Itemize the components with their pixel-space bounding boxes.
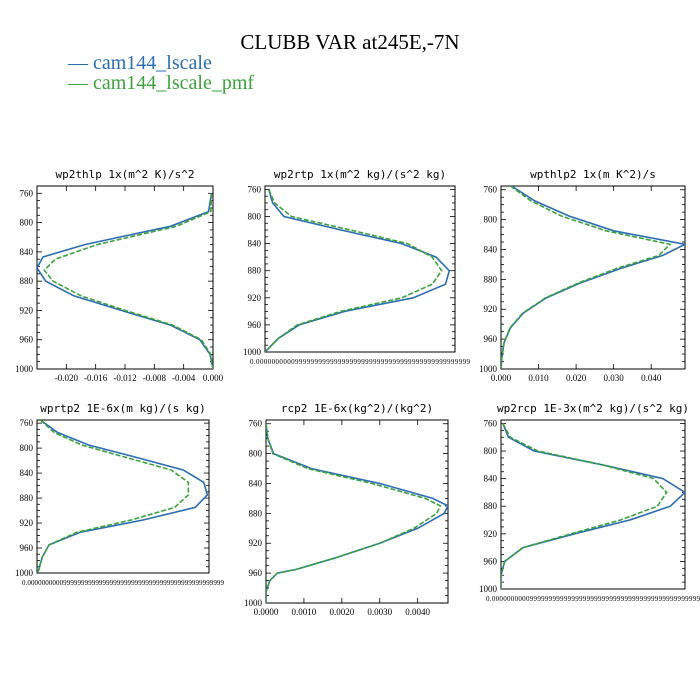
- panel-0: wp2thlp 1x(m^2 K)/s^2 760 800 840 880 920 960 1…: [15, 168, 224, 383]
- y-tick-label: 1000: [243, 347, 262, 357]
- y-tick-label: 960: [20, 543, 34, 553]
- y-tick-label: 880: [484, 501, 498, 511]
- y-tick-label: 960: [20, 335, 34, 345]
- panel-5: wp2rcp 1E-3x(m^2 kg)/(s^2 kg) 760 800 840 88…: [479, 402, 700, 603]
- y-tick-label: 840: [248, 239, 262, 249]
- plot-frame: [265, 419, 449, 604]
- y-tick-label: 800: [20, 218, 34, 228]
- x-tick-label: -0.016: [84, 373, 108, 383]
- series-line-lscale: [266, 423, 448, 603]
- x-tick-label: 0.0000: [254, 607, 279, 617]
- x-tick-label: -0.020: [55, 373, 79, 383]
- y-tick-label: 960: [484, 556, 498, 566]
- y-tick-label: 880: [20, 493, 34, 503]
- y-tick-label: 920: [484, 304, 498, 314]
- x-tick-label: 0.0020: [329, 607, 354, 617]
- y-tick-label: 880: [248, 266, 262, 276]
- x-tick-label: 0.030: [604, 373, 625, 383]
- y-tick-label: 840: [20, 468, 34, 478]
- panel-title: rcp2 1E-6x(kg^2)/(kg^2): [281, 402, 433, 415]
- series-line-lscale-pmf: [266, 423, 442, 603]
- panel-1: wp2rtp 1x(m^2 kg)/(s^2 kg) 760 800 840 880 92…: [243, 168, 471, 366]
- panel-title: wp2rcp 1E-3x(m^2 kg)/(s^2 kg): [497, 402, 689, 415]
- panel-title: wp2thlp 1x(m^2 K)/s^2: [55, 168, 194, 181]
- y-tick-label: 800: [20, 443, 34, 453]
- x-tick-label: 0.000: [203, 373, 224, 383]
- x-tick-label: 0.000: [491, 373, 512, 383]
- y-tick-label: 1000: [15, 568, 34, 578]
- x-tick-label: 0.040: [641, 373, 662, 383]
- y-tick-label: 840: [484, 244, 498, 254]
- y-tick-label: 760: [20, 418, 34, 428]
- x-tick-label: 0.0040: [405, 607, 430, 617]
- x-tick-label: -0.004: [172, 373, 196, 383]
- y-tick-label: 800: [484, 446, 498, 456]
- series-line-lscale: [501, 186, 685, 369]
- legend-entry-lscale-pmf: — cam144_lscale_pmf: [68, 72, 255, 94]
- plot-frame: [36, 419, 210, 574]
- panel-title: wpthlp2 1x(m K^2)/s: [530, 168, 656, 181]
- panel-2: wpthlp2 1x(m K^2)/s 760 800 840 880 920 960 100…: [479, 168, 686, 383]
- figure-title: CLUBB VAR at245E,-7N: [240, 30, 460, 54]
- y-tick-label: 760: [248, 184, 262, 194]
- series-line-lscale-pmf: [265, 189, 443, 352]
- y-tick-label: 760: [484, 418, 498, 428]
- series-line-lscale: [501, 423, 685, 589]
- y-tick-label: 760: [249, 419, 263, 429]
- y-tick-label: 920: [248, 293, 262, 303]
- x-tick-label: -0.012: [113, 373, 136, 383]
- series-line-lscale: [37, 193, 213, 369]
- y-tick-label: 920: [484, 529, 498, 539]
- panel-4: rcp2 1E-6x(kg^2)/(kg^2) 760 800 840 880 920 96…: [244, 402, 449, 617]
- y-tick-label: 840: [20, 247, 34, 257]
- series-line-lscale: [37, 420, 209, 573]
- y-tick-label: 840: [484, 474, 498, 484]
- y-tick-label: 960: [249, 568, 263, 578]
- y-tick-label: 920: [249, 538, 263, 548]
- x-tick-label: -0.008: [143, 373, 167, 383]
- y-tick-label: 760: [484, 185, 498, 195]
- y-tick-label: 960: [484, 334, 498, 344]
- y-tick-label: 1000: [479, 364, 498, 374]
- panel-title: wp2rtp 1x(m^2 kg)/(s^2 kg): [274, 168, 446, 181]
- x-tick-label: 0.020: [566, 373, 587, 383]
- series-line-lscale-pmf: [501, 186, 672, 369]
- y-tick-label: 880: [249, 508, 263, 518]
- plot-frame: [500, 185, 686, 370]
- panel-title: wprtp2 1E-6x(m kg)/(s kg): [40, 402, 206, 415]
- x-tick-label: 0.00000000009999999999999999999999999999…: [22, 579, 225, 587]
- x-tick-label: 0.0030: [367, 607, 392, 617]
- plot-frame: [36, 185, 214, 370]
- y-tick-label: 840: [249, 478, 263, 488]
- series-line-lscale-pmf: [37, 420, 190, 573]
- y-tick-label: 800: [484, 215, 498, 225]
- y-tick-label: 920: [20, 518, 34, 528]
- y-tick-label: 1000: [479, 584, 498, 594]
- x-tick-label: 0.0010: [292, 607, 317, 617]
- legend-entry-lscale: — cam144_lscale: [68, 52, 212, 74]
- y-tick-label: 880: [484, 274, 498, 284]
- y-tick-label: 800: [249, 449, 263, 459]
- plot-frame: [264, 185, 456, 353]
- series-line-lscale-pmf: [501, 423, 668, 589]
- x-tick-label: 0.010: [528, 373, 549, 383]
- series-line-lscale: [265, 189, 451, 352]
- y-tick-label: 760: [20, 188, 34, 198]
- y-tick-label: 960: [248, 320, 262, 330]
- y-tick-label: 1000: [244, 598, 263, 608]
- panel-3: wprtp2 1E-6x(m kg)/(s kg) 760 800 840 880 920…: [15, 402, 225, 587]
- x-tick-label: 0.00000000009999999999999999999999999999…: [486, 595, 700, 603]
- series-line-lscale-pmf: [43, 193, 213, 369]
- y-tick-label: 920: [20, 305, 34, 315]
- x-tick-label: 0.00000000009999999999999999999999999999…: [250, 358, 471, 366]
- y-tick-label: 880: [20, 276, 34, 286]
- y-tick-label: 1000: [15, 364, 34, 374]
- plot-frame: [500, 419, 686, 590]
- y-tick-label: 800: [248, 211, 262, 221]
